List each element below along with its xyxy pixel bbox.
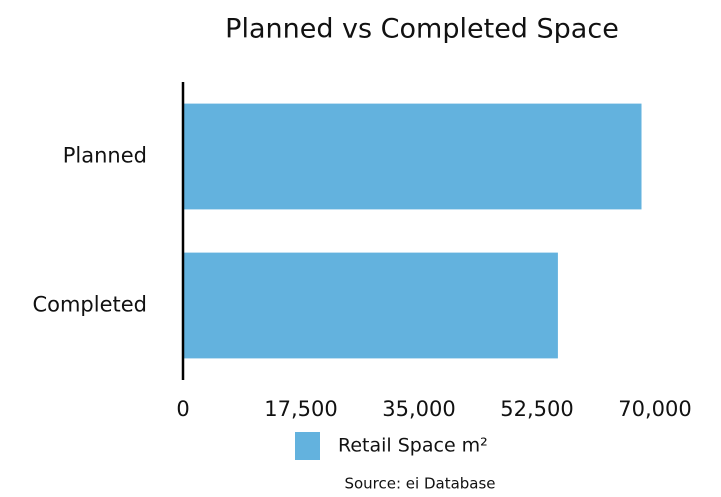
x-tick-label: 35,000 — [382, 397, 455, 421]
y-tick-label: Completed — [32, 293, 147, 317]
x-tick-label: 0 — [176, 397, 189, 421]
chart-title: Planned vs Completed Space — [225, 14, 619, 45]
x-tick-label: 70,000 — [618, 397, 691, 421]
legend-swatch — [295, 432, 320, 460]
y-tick-label: Planned — [63, 144, 147, 168]
x-tick-label: 17,500 — [264, 397, 337, 421]
bar — [183, 103, 642, 210]
bar — [183, 252, 558, 359]
source-note: Source: ei Database — [344, 475, 495, 493]
x-tick-label: 52,500 — [500, 397, 573, 421]
legend-label: Retail Space m² — [338, 435, 488, 457]
